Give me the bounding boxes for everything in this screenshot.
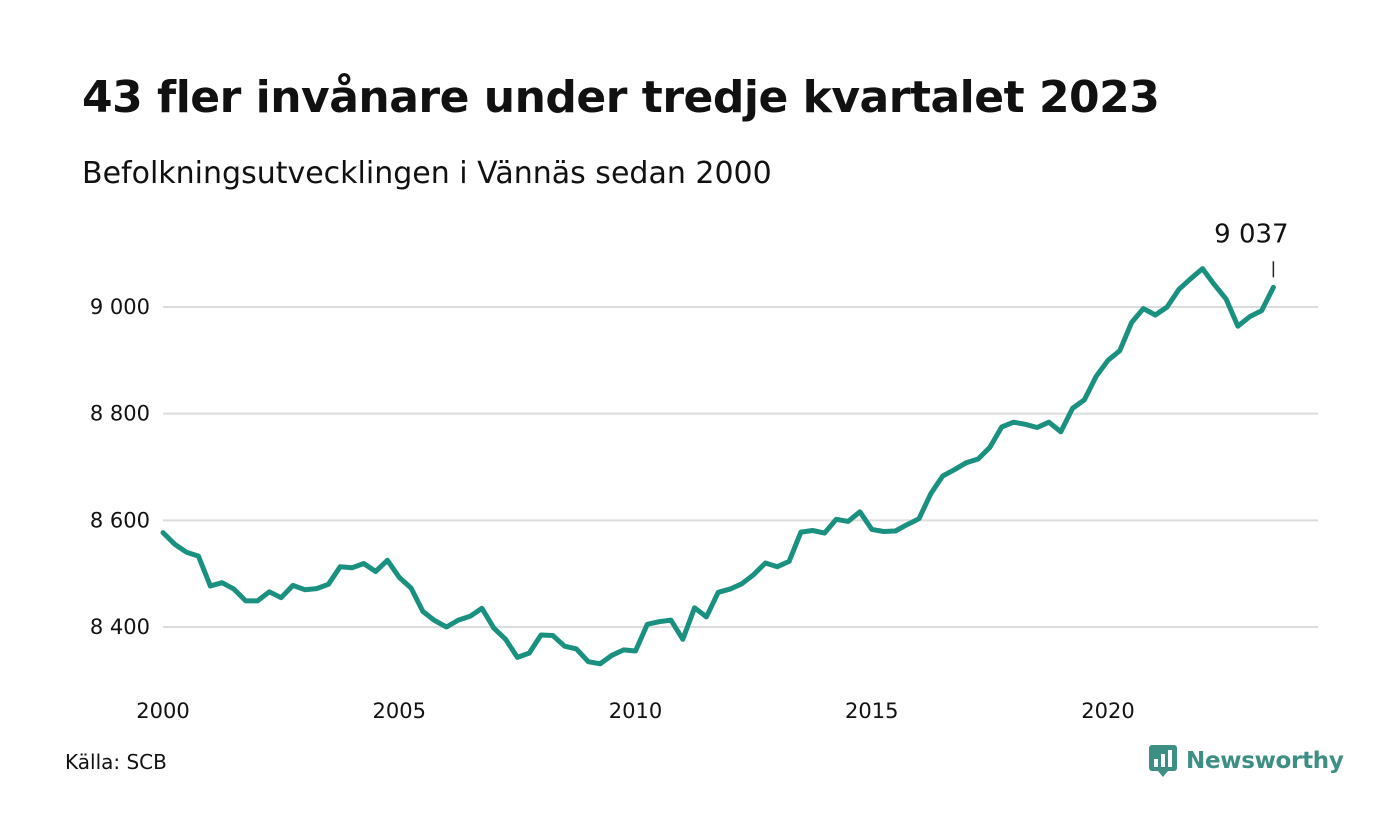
y-tick-label-8600: 8 600: [90, 508, 150, 532]
x-axis-tick-labels: 2000 2005 2010 2015 2020: [136, 699, 1134, 723]
chart-title: 43 fler invånare under tredje kvartalet …: [82, 72, 1160, 123]
x-tick-label-2005: 2005: [373, 699, 426, 723]
y-tick-label-9000: 9 000: [90, 295, 150, 319]
last-value-annotation: 9 037: [1214, 219, 1289, 278]
chart-bubble-icon: [1149, 745, 1177, 777]
x-tick-label-2000: 2000: [136, 699, 189, 723]
logo-text: Newsworthy: [1186, 748, 1344, 774]
newsworthy-logo: Newsworthy: [1148, 744, 1344, 778]
annotation-label: 9 037: [1214, 219, 1288, 249]
grid-lines: [163, 306, 1318, 628]
y-axis-tick-labels: 8 400 8 600 8 800 9 000: [90, 295, 150, 639]
source-note: Källa: SCB: [65, 750, 167, 774]
chart-subtitle: Befolkningsutvecklingen i Vännäs sedan 2…: [82, 156, 772, 191]
x-tick-label-2010: 2010: [609, 699, 662, 723]
series-layer: [160, 266, 1276, 667]
x-tick-label-2020: 2020: [1081, 699, 1134, 723]
y-tick-label-8800: 8 800: [90, 402, 150, 426]
series-line-0: [160, 266, 1276, 667]
x-tick-label-2015: 2015: [845, 699, 898, 723]
y-tick-label-8400: 8 400: [90, 615, 150, 639]
